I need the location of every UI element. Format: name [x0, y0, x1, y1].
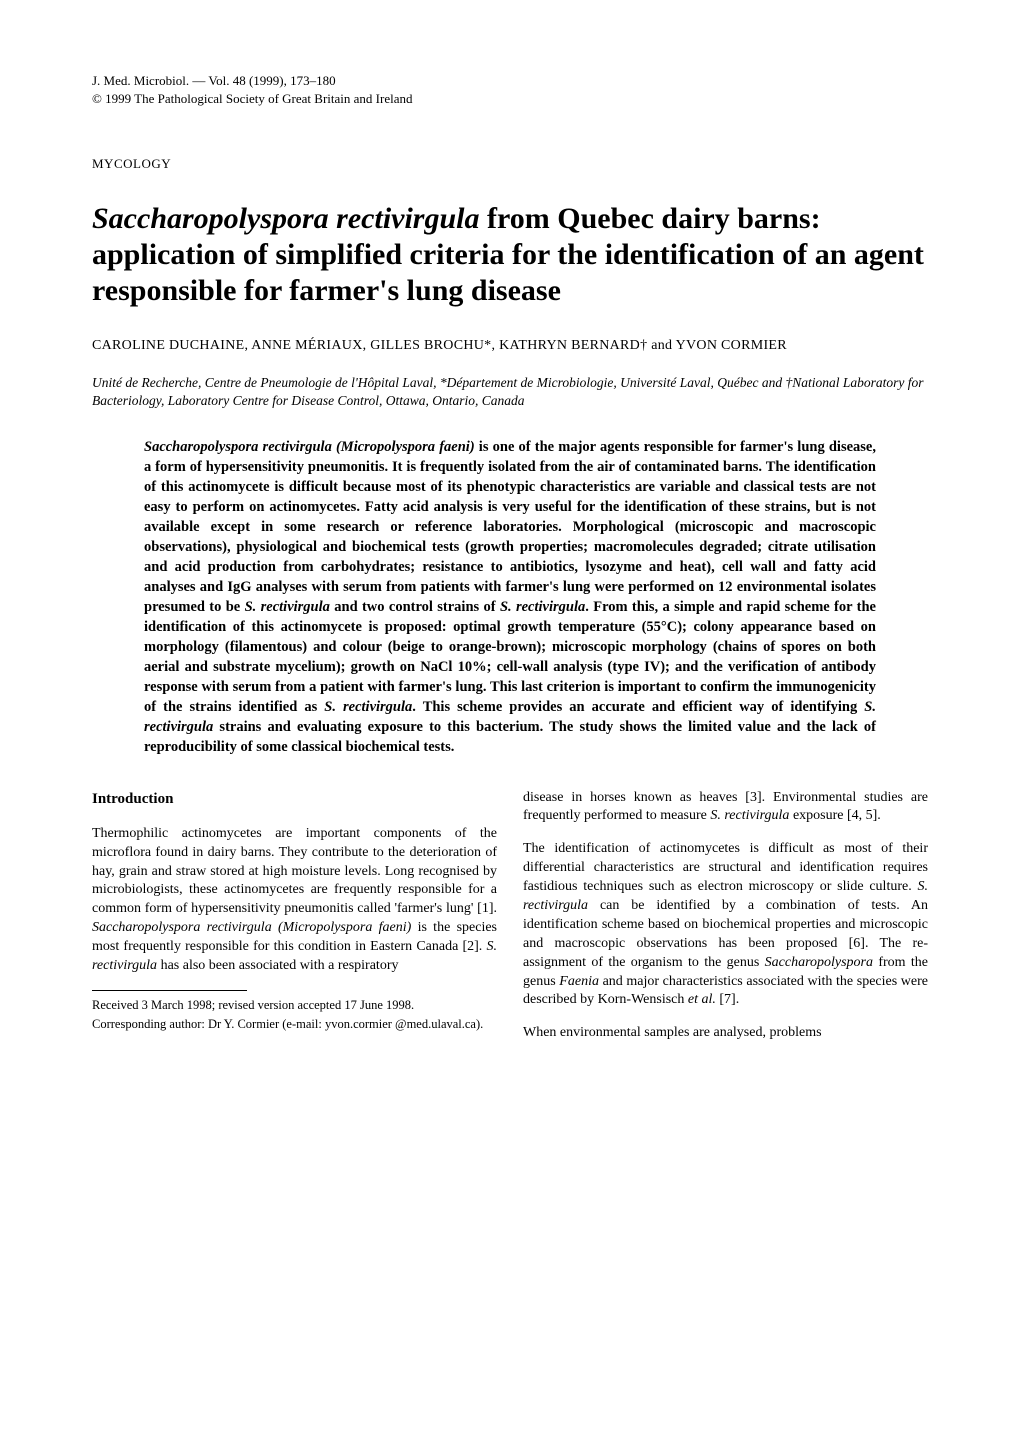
intro-p1-c: has also been associated with a respirat…	[157, 958, 398, 973]
affiliations: Unité de Recherche, Centre de Pneumologi…	[92, 374, 928, 410]
journal-header: J. Med. Microbiol. — Vol. 48 (1999), 173…	[92, 72, 928, 108]
authors: CAROLINE DUCHAINE, ANNE MÉRIAUX, GILLES …	[92, 337, 928, 355]
abstract-text-4: . This scheme provides an accurate and e…	[412, 699, 864, 715]
right-p2-ital-3: Faenia	[559, 974, 599, 989]
footnotes: Received 3 March 1998; revised version a…	[92, 997, 497, 1033]
footnote-corresponding: Corresponding author: Dr Y. Cormier (e-m…	[92, 1016, 497, 1033]
right-column: disease in horses known as heaves [3]. E…	[523, 789, 928, 1058]
abstract-ital-2: S. rectivirgula	[245, 599, 330, 615]
right-p1: disease in horses known as heaves [3]. E…	[523, 789, 928, 827]
abstract-ital-3: S. rectivirgula	[500, 599, 585, 615]
abstract-text-2: and two control strains of	[330, 599, 500, 615]
right-p2-ital-2: Saccharopolyspora	[765, 955, 873, 970]
abstract-text-3: . From this, a simple and rapid scheme f…	[144, 599, 876, 715]
abstract-ital-4: S. rectivirgula	[324, 699, 412, 715]
journal-line-1: J. Med. Microbiol. — Vol. 48 (1999), 173…	[92, 72, 928, 90]
title-italic-species: Saccharopolyspora rectivirgula	[92, 202, 480, 235]
abstract-ital-1: Saccharopolyspora rectivirgula (Micropol…	[144, 439, 475, 455]
journal-line-2: © 1999 The Pathological Society of Great…	[92, 90, 928, 108]
footnote-divider	[92, 990, 247, 991]
intro-p1-ital-1: Saccharopolyspora rectivirgula (Micropol…	[92, 920, 411, 935]
article-title: Saccharopolyspora rectivirgula from Queb…	[92, 201, 928, 309]
intro-p1-a: Thermophilic actinomycetes are important…	[92, 826, 497, 917]
right-p1-ital-1: S. rectivirgula	[710, 808, 789, 823]
right-p2-ital-4: et al.	[688, 992, 716, 1007]
abstract: Saccharopolyspora rectivirgula (Micropol…	[144, 437, 876, 757]
section-label: MYCOLOGY	[92, 156, 928, 172]
right-p2: The identification of actinomycetes is d…	[523, 840, 928, 1010]
abstract-text-1: is one of the major agents responsible f…	[144, 439, 876, 615]
right-p2-a: The identification of actinomycetes is d…	[523, 841, 928, 894]
right-p2-e: [7].	[716, 992, 739, 1007]
introduction-heading: Introduction	[92, 789, 497, 809]
left-column: Introduction Thermophilic actinomycetes …	[92, 789, 497, 1058]
body-columns: Introduction Thermophilic actinomycetes …	[92, 789, 928, 1058]
intro-paragraph-1: Thermophilic actinomycetes are important…	[92, 825, 497, 976]
right-p3: When environmental samples are analysed,…	[523, 1024, 928, 1043]
footnote-received: Received 3 March 1998; revised version a…	[92, 997, 497, 1014]
abstract-text-5: strains and evaluating exposure to this …	[144, 719, 876, 755]
right-p1-b: exposure [4, 5].	[789, 808, 880, 823]
